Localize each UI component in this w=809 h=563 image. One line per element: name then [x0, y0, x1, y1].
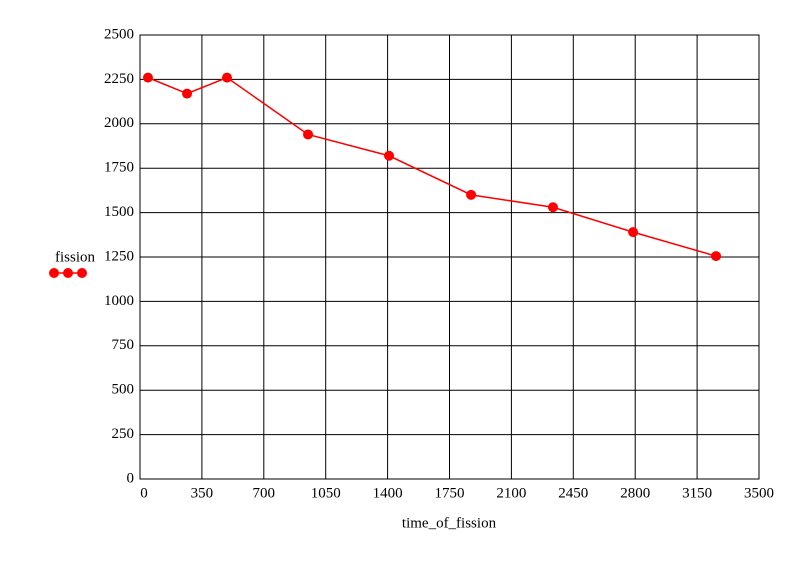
x-tick-label: 2100: [496, 485, 526, 501]
x-axis-label: time_of_fission: [402, 515, 497, 531]
y-tick-label: 2250: [104, 71, 134, 87]
y-tick-label: 0: [127, 470, 135, 486]
point: [142, 72, 153, 83]
x-tick-label: 1750: [435, 485, 465, 501]
y-tick-label: 1750: [104, 160, 134, 176]
x-tick-label: 2450: [558, 485, 588, 501]
x-tick-label: 3500: [744, 485, 774, 501]
point: [222, 72, 233, 83]
legend-marker: [63, 268, 73, 278]
y-tick-label: 1250: [104, 248, 134, 264]
x-tick-label: 2800: [620, 485, 650, 501]
y-tick-label: 2500: [104, 26, 134, 42]
point: [303, 129, 314, 140]
legend-marker: [77, 268, 87, 278]
y-tick-label: 1000: [104, 293, 134, 309]
legend-label: fission: [55, 249, 96, 265]
y-tick-label: 250: [112, 426, 135, 442]
x-tick-label: 700: [253, 485, 276, 501]
x-tick-label: 1400: [373, 485, 403, 501]
y-tick-label: 500: [112, 382, 135, 398]
point: [628, 227, 639, 238]
point: [384, 150, 395, 161]
x-tick-label: 0: [140, 485, 148, 501]
y-tick-label: 750: [112, 337, 135, 353]
legend-marker: [49, 268, 59, 278]
point: [711, 251, 722, 262]
x-tick-label: 1050: [311, 485, 341, 501]
point: [182, 88, 193, 99]
point: [547, 202, 558, 213]
plot-frame: [139, 34, 760, 480]
y-tick-label: 1500: [104, 204, 134, 220]
x-tick-label: 350: [191, 485, 214, 501]
point: [466, 189, 477, 200]
x-tick-label: 3150: [682, 485, 712, 501]
y-tick-label: 2000: [104, 115, 134, 131]
